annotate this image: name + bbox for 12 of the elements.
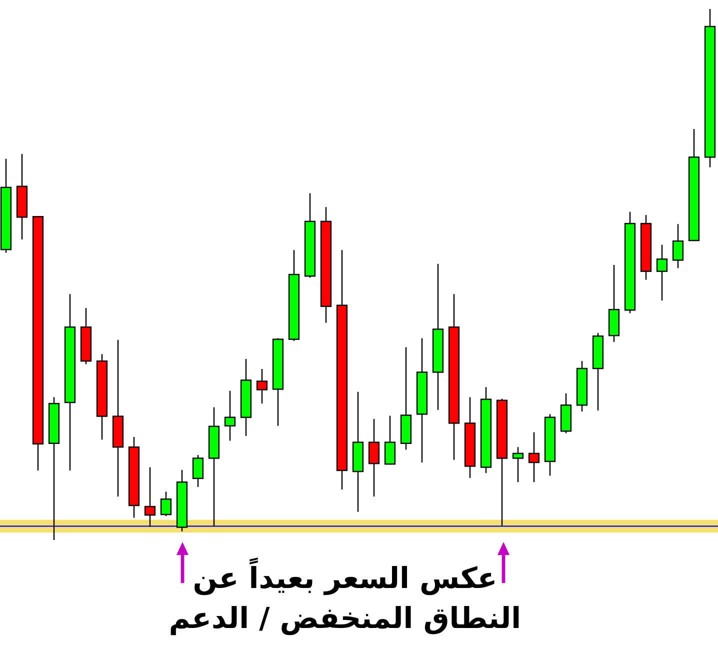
text: عكس السعر بعيداً عن النطاق المنخفض / الدعم — [168, 558, 522, 636]
candlestick — [656, 244, 668, 302]
candlestick — [672, 223, 684, 269]
candlestick — [528, 432, 540, 483]
candlestick — [384, 415, 396, 465]
candlestick — [192, 454, 204, 488]
candlestick — [160, 491, 172, 517]
candlestick — [368, 418, 380, 498]
candlestick — [512, 446, 524, 483]
candlestick — [144, 466, 156, 528]
candlestick — [224, 390, 236, 442]
candlestick — [256, 368, 268, 404]
